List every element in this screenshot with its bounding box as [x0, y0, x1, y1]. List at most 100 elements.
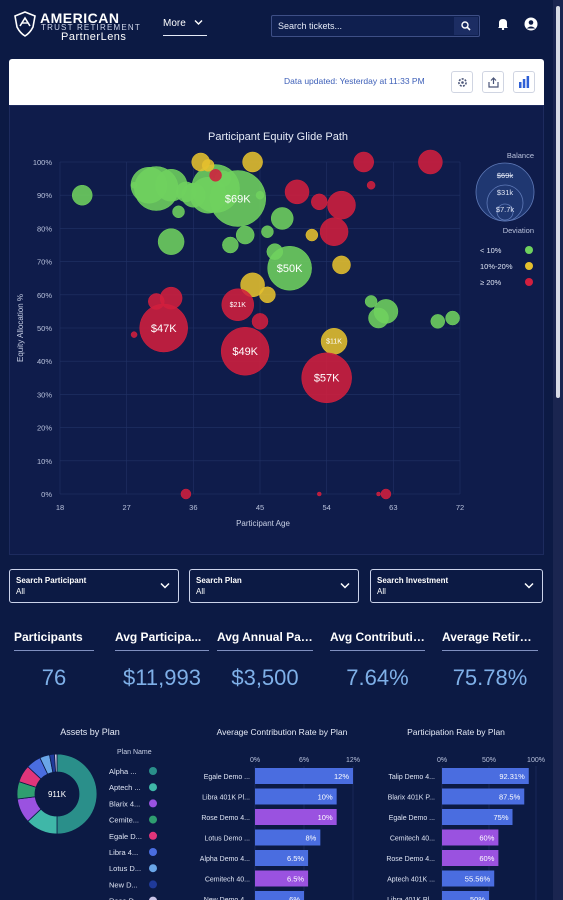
- user-avatar-icon[interactable]: [524, 17, 538, 31]
- brand-line-2: TRUST RETIREMENT: [41, 23, 141, 32]
- x-tick-label: 18: [56, 503, 64, 512]
- bubble: [332, 255, 351, 275]
- kpi-label: Avg Annual Part...: [217, 630, 313, 651]
- investment-filter-value: All: [377, 587, 386, 596]
- kpi-value: $11,993: [123, 665, 201, 690]
- more-menu-button[interactable]: More: [163, 14, 207, 36]
- bar-category-label: Rose Demo 4...: [201, 815, 250, 822]
- participant-filter-value: All: [16, 587, 25, 596]
- bubble: [251, 313, 269, 330]
- plan-legend-label: Cemite...: [109, 816, 139, 825]
- bar-category-label: Libra 401K Pl...: [387, 897, 435, 900]
- kpi-participants[interactable]: Participants 76: [14, 630, 94, 691]
- bubble: [430, 314, 446, 329]
- kpi-value: $3,500: [231, 665, 299, 690]
- bar: [255, 891, 304, 900]
- investment-filter[interactable]: Search Investment All: [370, 569, 543, 603]
- bubble: [139, 303, 188, 353]
- legend-color-label: 10%-20%: [480, 262, 513, 271]
- bubble: [317, 491, 322, 497]
- bubble: [220, 326, 270, 376]
- brand-logo[interactable]: AMERICAN TRUST RETIREMENT PartnerLens: [14, 8, 144, 44]
- chart-title: Participant Equity Glide Path: [208, 131, 348, 143]
- bubble: [259, 286, 276, 304]
- settings-button[interactable]: [451, 71, 473, 93]
- legend-color-label: ≥ 20%: [480, 278, 502, 287]
- legend-size-label: $31k: [497, 188, 514, 197]
- bar: [442, 768, 529, 784]
- y-tick-label: 100%: [33, 158, 53, 167]
- bar-axis-tick: 100%: [527, 757, 545, 764]
- x-axis-label: Participant Age: [236, 519, 290, 528]
- bubble: [180, 488, 192, 500]
- chart-bubbles: $69K $50K $11K $47K $21K $49K $57K: [71, 149, 460, 500]
- y-tick-label: 90%: [37, 191, 52, 200]
- brand-line-3: PartnerLens: [61, 31, 127, 43]
- legend-color-label: < 10%: [480, 246, 502, 255]
- bar-category-label: Cemitech 40...: [390, 836, 435, 843]
- bar: [255, 829, 321, 846]
- bar: [255, 788, 337, 805]
- equity-glide-path-panel: Participant Equity Glide Path 0% 10% 20% 30…: [9, 105, 544, 555]
- plan-legend: Alpha ... Aptech ... Blarix 4... Cemite... E…: [109, 767, 157, 900]
- kpi-avg-participant-balance[interactable]: Avg Participa... $11,993: [115, 630, 209, 691]
- kpi-row: Participants 76 Avg Participa... $11,993…: [14, 630, 544, 700]
- search-tickets-input[interactable]: Search tickets...: [271, 15, 480, 37]
- bubble: [172, 205, 185, 219]
- y-tick-label: 0%: [41, 490, 52, 499]
- chart-view-button[interactable]: [513, 71, 535, 93]
- legend-color-dot: [525, 278, 533, 286]
- participation-rate-chart[interactable]: 0% 50% 100% Talip Demo 4... 92.31% Blarix 401…: [386, 757, 545, 900]
- bubble: [209, 169, 222, 182]
- plan-legend-label: Egale D...: [109, 832, 142, 841]
- bar-category-label: Cemitech 40...: [205, 877, 250, 884]
- kpi-avg-annual-participant[interactable]: Avg Annual Part... $3,500: [217, 630, 313, 691]
- participant-filter[interactable]: Search Participant All: [9, 569, 179, 603]
- plan-legend-label: Alpha ...: [109, 767, 137, 776]
- search-button[interactable]: [454, 17, 478, 35]
- bar-value-label: 6.5%: [287, 854, 304, 863]
- chevron-down-icon: [340, 582, 350, 589]
- bar-value-label: 10%: [318, 793, 333, 802]
- kpi-avg-contribution[interactable]: Avg Contributio... 7.64%: [330, 630, 425, 691]
- bubble: [267, 245, 312, 291]
- plan-legend-dot: [149, 783, 157, 792]
- contribution-rate-chart[interactable]: 0% 6% 12% Egale Demo ... 12% Libra 401K Pl...…: [200, 757, 360, 900]
- bubble: [270, 207, 294, 230]
- y-axis-ticks: 0% 10% 20% 30% 40% 50% 60% 70% 80% 90% 100%: [33, 158, 53, 499]
- bar-value-label: 6%: [289, 895, 300, 900]
- share-button[interactable]: [482, 71, 504, 93]
- assets-donut[interactable]: [16, 753, 98, 835]
- donut-slice: [56, 753, 98, 835]
- bubble: [319, 217, 349, 246]
- bubble: [201, 159, 215, 172]
- bubble: [255, 190, 265, 200]
- assets-by-plan-title: Assets by Plan: [60, 727, 120, 737]
- bar-value-label: 12%: [334, 772, 349, 781]
- equity-glide-path-chart[interactable]: Participant Equity Glide Path 0% 10% 20% 30…: [10, 106, 545, 556]
- y-axis-label: Equity Allocation %: [16, 294, 25, 362]
- bar-value-label: 50%: [470, 895, 485, 900]
- scrollbar-thumb[interactable]: [556, 6, 560, 398]
- share-icon: [487, 76, 499, 88]
- plan-legend-label: Rose D...: [109, 897, 140, 900]
- bubble: [284, 179, 310, 205]
- participation-rate-title: Participation Rate by Plan: [407, 727, 505, 737]
- top-bar: AMERICAN TRUST RETIREMENT PartnerLens Mo…: [0, 0, 563, 52]
- kpi-average-retirement[interactable]: Average Retirem... 75.78%: [442, 630, 538, 691]
- bell-icon[interactable]: [497, 17, 509, 30]
- legend-size-circle: [496, 203, 514, 221]
- bar-value-label: 55.56%: [465, 875, 491, 884]
- bar-category-label: Aptech 401K ...: [387, 877, 435, 884]
- chevron-down-icon: [160, 582, 170, 589]
- bubble: [418, 149, 443, 175]
- kpi-label: Avg Contributio...: [330, 630, 425, 651]
- plan-filter[interactable]: Search Plan All: [189, 569, 359, 603]
- bar-category-label: Blarix 401K P...: [388, 795, 435, 802]
- legend-size-label: $69k: [497, 171, 514, 180]
- page-scrollbar[interactable]: [553, 0, 563, 900]
- bar-axis-tick: 0%: [437, 757, 447, 764]
- plan-legend-dot: [149, 864, 157, 873]
- plan-legend-label: Aptech ...: [109, 783, 141, 792]
- bubble: [71, 184, 93, 206]
